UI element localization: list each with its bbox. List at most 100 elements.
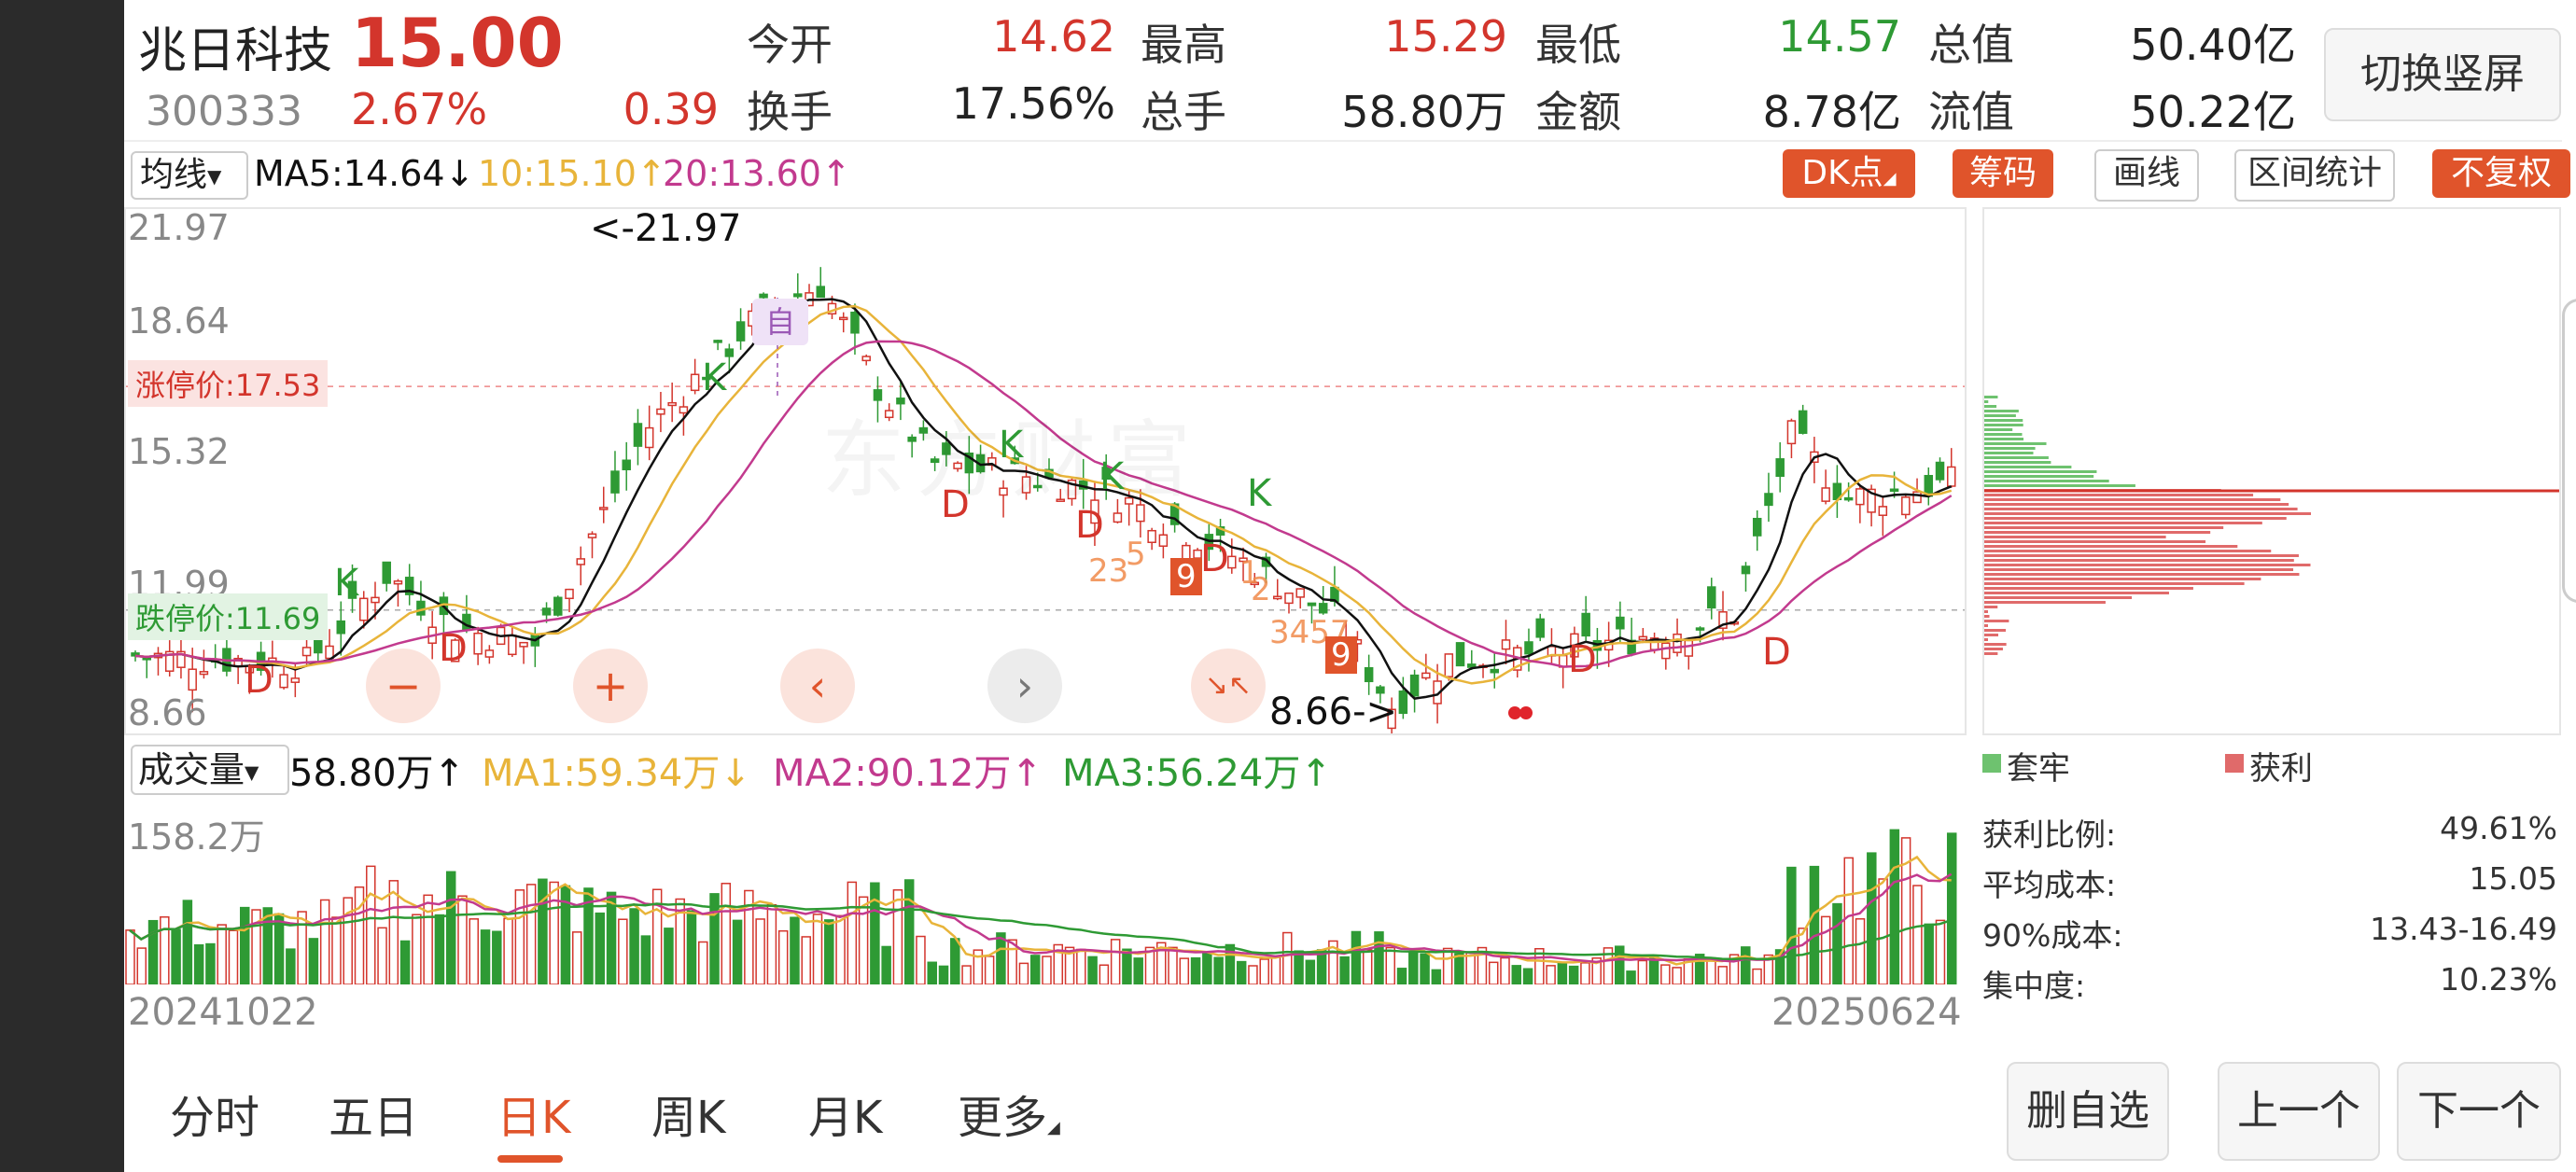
volume-bar <box>629 908 639 984</box>
signal-k: K <box>334 562 359 605</box>
volume-bar <box>1741 946 1751 984</box>
pan-right-button[interactable]: › <box>987 649 1062 723</box>
volume-bar <box>1717 966 1728 984</box>
float-cap-value: 50.22亿 <box>2130 87 2296 137</box>
zoom-in-button[interactable]: + <box>573 649 648 723</box>
volume-chart[interactable] <box>124 798 1963 984</box>
turnover-label: 换手 <box>747 87 833 137</box>
candle-body <box>416 600 426 616</box>
pan-left-button[interactable]: ‹ <box>780 649 855 723</box>
candle-body <box>1752 517 1762 537</box>
volume-bar <box>354 886 365 984</box>
volume-bar <box>1924 923 1934 984</box>
volume-bar <box>457 895 468 984</box>
no-adjust-button[interactable]: 不复权 <box>2432 149 2570 198</box>
volume-bar <box>538 878 548 984</box>
volume-bar <box>1867 852 1877 984</box>
candle-body <box>1056 498 1065 502</box>
volume-bar <box>571 931 582 984</box>
total-cap-value: 50.40亿 <box>2130 20 2296 70</box>
tab-weekly-k[interactable]: 周K <box>651 1092 726 1144</box>
volume-bar <box>892 889 903 984</box>
volume-bar <box>777 929 789 984</box>
tab-intraday[interactable]: 分时 <box>170 1092 260 1144</box>
volume-bar <box>790 916 800 984</box>
chip-bar <box>1984 573 2300 576</box>
candle-body <box>371 596 380 604</box>
volume-bar <box>1786 866 1797 984</box>
chip-bar <box>1984 517 2287 520</box>
volume-bar <box>1477 946 1488 984</box>
candle-body <box>1261 556 1271 567</box>
candle-body <box>565 588 574 600</box>
ma-select[interactable]: 均线▼ <box>131 151 248 200</box>
kline-chart[interactable] <box>124 207 1967 735</box>
next-stock-button[interactable]: 下一个 <box>2397 1062 2561 1161</box>
signal-k: K <box>1247 472 1272 515</box>
volume-bar <box>927 961 937 984</box>
volume-bar <box>858 896 869 984</box>
tab-more[interactable]: 更多◢ <box>958 1081 1060 1146</box>
vol-ma3-readout: MA3:56.24万↑ <box>1062 752 1332 795</box>
interval-stats-button[interactable]: 区间统计 <box>2234 149 2395 202</box>
stock-price: 15.00 <box>351 4 564 82</box>
signal-d: D <box>245 659 273 702</box>
candle-body <box>393 580 403 585</box>
volume-select[interactable]: 成交量▼ <box>131 745 289 795</box>
chip-bar <box>1984 433 2023 436</box>
candle-body <box>279 674 288 689</box>
switch-portrait-button[interactable]: 切换竖屏 <box>2324 28 2561 121</box>
volume-bar <box>1672 967 1682 984</box>
chip-bar <box>1984 615 1990 618</box>
tab-five-day[interactable]: 五日 <box>329 1092 419 1144</box>
volume-bar <box>423 894 433 984</box>
remove-watchlist-button[interactable]: 删自选 <box>2007 1062 2169 1161</box>
chip-bar <box>1984 475 2094 478</box>
volume-bar <box>412 914 422 984</box>
dk-point-button[interactable]: DK点◢ <box>1783 149 1915 198</box>
volume-bar <box>1362 949 1373 984</box>
profit-legend-swatch <box>2225 754 2244 773</box>
candle-body <box>1376 686 1385 694</box>
chip-bar <box>1984 456 2049 459</box>
volume-bar <box>1122 948 1132 984</box>
volume-bar <box>606 891 617 984</box>
y-label-2: 18.64 <box>128 300 230 342</box>
zoom-out-button[interactable]: − <box>366 649 441 723</box>
candle-body <box>793 293 803 298</box>
volume-bar <box>205 942 216 984</box>
candle-body <box>884 410 894 419</box>
chip-bar <box>1984 498 2281 501</box>
tab-daily-k[interactable]: 日K <box>497 1092 571 1144</box>
chip-bar <box>1984 405 1997 408</box>
candle-body <box>1718 611 1728 629</box>
collapse-icon[interactable]: ↘↖ <box>1191 649 1266 723</box>
side-handle[interactable] <box>2562 299 2576 603</box>
volume-bar <box>366 865 376 984</box>
change-percent: 2.67% <box>351 84 488 134</box>
candle-body <box>508 635 517 656</box>
volume-bar <box>1110 939 1121 984</box>
candle-body <box>942 442 951 455</box>
chip-bar <box>1984 494 2254 496</box>
tab-monthly-k[interactable]: 月K <box>808 1092 883 1144</box>
chip-bar <box>1984 648 2003 650</box>
candle-body <box>1409 674 1420 697</box>
volume-bar <box>583 887 594 984</box>
y-label-3: 15.32 <box>128 431 230 472</box>
candle-body <box>1273 595 1282 600</box>
volume-bar <box>640 935 651 984</box>
signal-d: D <box>1568 638 1597 681</box>
candle-body <box>1947 466 1956 487</box>
watermark: 东方财富 <box>821 392 1202 513</box>
volume-bar <box>675 898 685 984</box>
chips-button[interactable]: 筹码 <box>1953 149 2053 198</box>
candle-body <box>1307 602 1317 607</box>
volume-bar <box>217 924 227 984</box>
candle-body <box>1318 603 1328 614</box>
volume-bar <box>1179 957 1190 984</box>
previous-stock-button[interactable]: 上一个 <box>2218 1062 2380 1161</box>
candle-body <box>587 533 597 538</box>
float-cap-label: 流值 <box>1928 87 2014 137</box>
draw-line-button[interactable]: 画线 <box>2094 149 2199 202</box>
